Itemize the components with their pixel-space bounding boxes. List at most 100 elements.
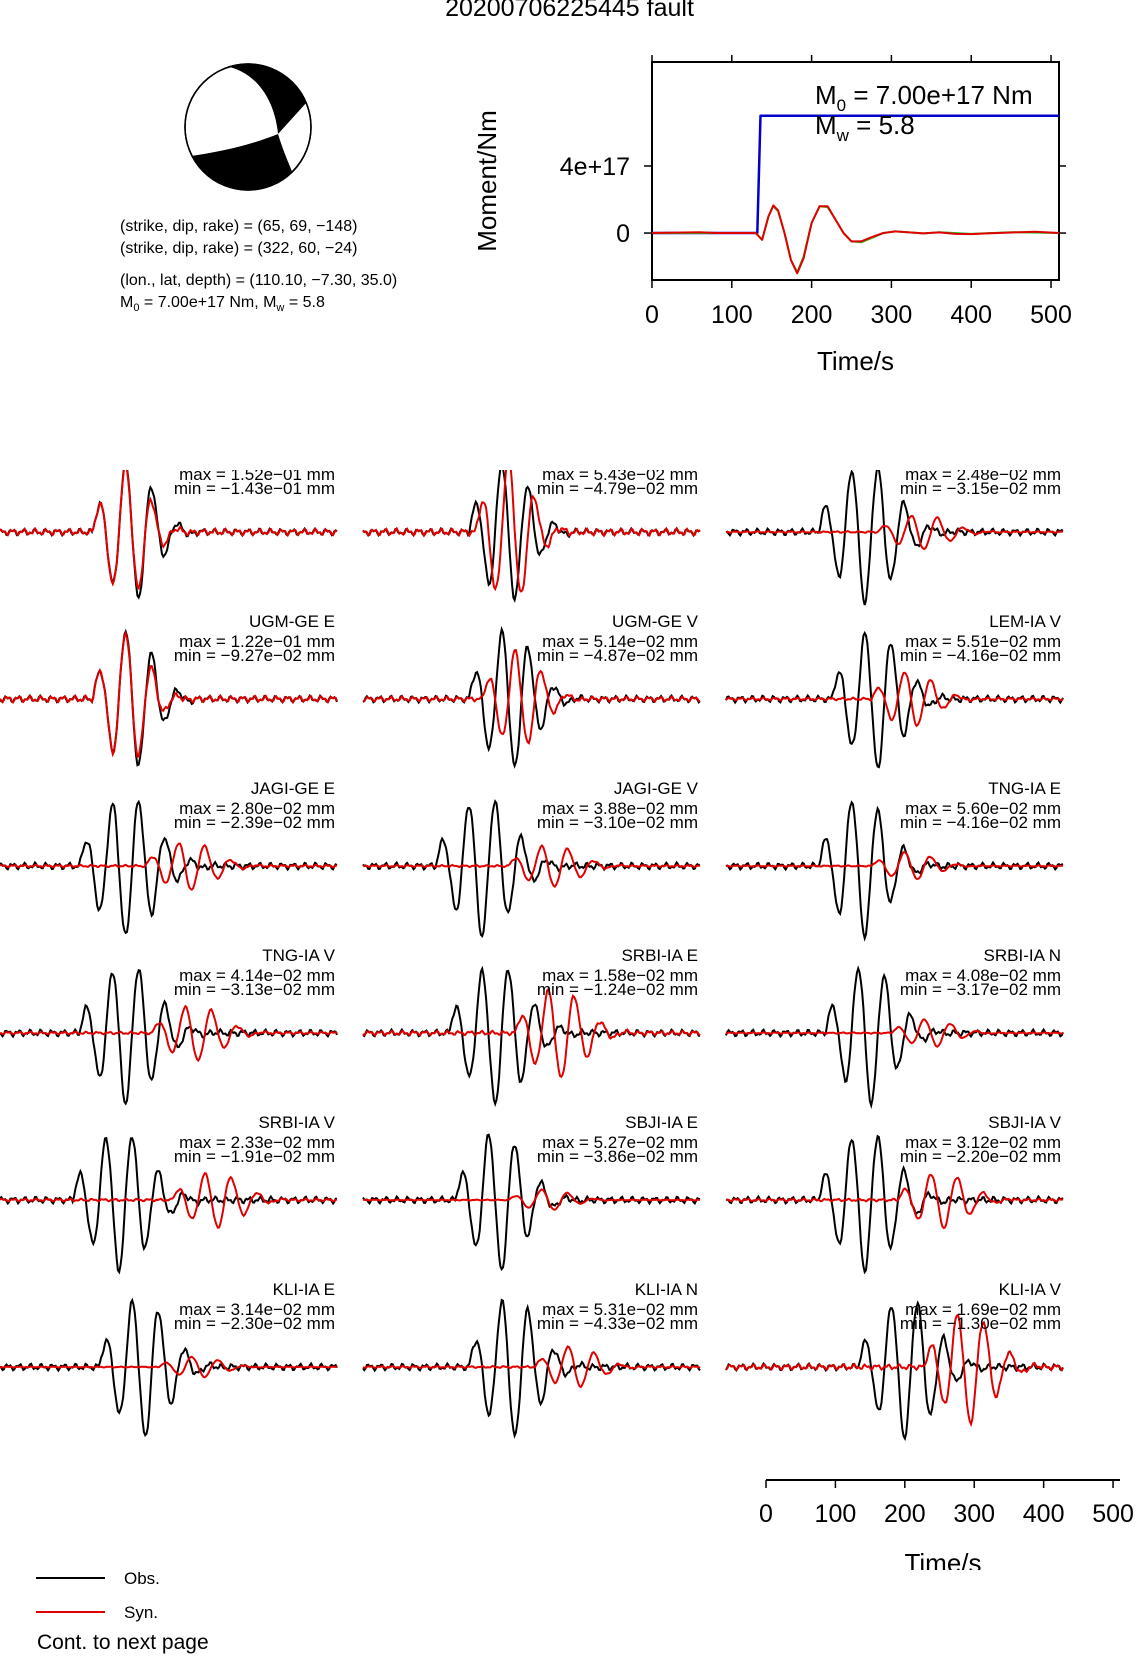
station-min-label: min = −1.24e−02 mm (537, 980, 698, 999)
trace-syn-lem-ia-v (725, 671, 1064, 728)
trace-syn-ugm-ge-v (362, 648, 701, 745)
station-max-label: max = 2.48e−02 mm (905, 470, 1061, 484)
station-min-label: min = −1.91e−02 mm (174, 1147, 335, 1166)
station-label: SRBI-IA E (621, 946, 698, 965)
station-label: LEM-IA V (989, 612, 1061, 631)
waveform-x-tick-label: 400 (1023, 1500, 1065, 1528)
beachball-compressional-upper (223, 64, 307, 134)
legend: Obs. Syn. (36, 1569, 160, 1622)
station-max-label: max = 5.27e−02 mm (542, 1133, 698, 1152)
station-label: UGM-GE E (249, 612, 335, 631)
station-max-label: max = 5.14e−02 mm (542, 632, 698, 651)
station-min-label: min = −3.86e−02 mm (537, 1147, 698, 1166)
waveform-x-tick-label: 0 (759, 1500, 773, 1528)
station-label: JAGI-GE E (251, 779, 335, 798)
moment-mw-annotation: Mw = 5.8 (815, 110, 915, 145)
station-max-label: max = 5.51e−02 mm (905, 632, 1061, 651)
trace-syn-sbji-ia-e (362, 1188, 701, 1211)
station-min-label: min = −3.15e−02 mm (900, 479, 1061, 498)
mechanism-line-4: M0 = 7.00e+17 Nm, Mw = 5.8 (120, 294, 325, 315)
station-min-label: min = −3.13e−02 mm (174, 980, 335, 999)
moment-plot-frame (651, 61, 1060, 281)
trace-syn-tng-ia-v (0, 1004, 338, 1063)
moment-x-tick-label: 300 (871, 301, 913, 329)
station-min-label: min = −3.10e−02 mm (537, 813, 698, 832)
trace-syn-smri-ge-v (362, 470, 701, 593)
mechanism-line-1: (strike, dip, rake) = (65, 69, −148) (120, 218, 358, 235)
trace-syn-bwji-ia-v (725, 514, 1064, 551)
moment-x-tick-label: 500 (1030, 301, 1072, 329)
station-max-label: max = 1.52e−01 mm (179, 470, 335, 484)
station-min-label: min = −4.16e−02 mm (900, 813, 1061, 832)
station-max-label: max = 5.43e−02 mm (542, 470, 698, 484)
waveform-x-tick-label: 200 (884, 1500, 926, 1528)
station-max-label: max = 2.33e−02 mm (179, 1133, 335, 1152)
moment-y-tick-label: 4e+17 (560, 153, 630, 181)
station-label: KLI-IA E (273, 1280, 335, 1299)
waveform-x-tick-label: 500 (1092, 1500, 1134, 1528)
station-min-label: min = −4.33e−02 mm (537, 1314, 698, 1333)
station-max-label: max = 3.12e−02 mm (905, 1133, 1061, 1152)
trace-syn-ugm-ge-e (0, 630, 338, 759)
beachball-compressional-lower (185, 134, 298, 190)
trace-syn-kli-ia-e (0, 1355, 338, 1379)
trace-syn-jagi-ge-v (362, 843, 700, 888)
page-title: 20200706225445 fault (445, 0, 694, 22)
station-max-label: max = 5.31e−02 mm (542, 1300, 698, 1319)
station-min-label: min = −3.17e−02 mm (900, 980, 1061, 999)
legend-syn-label: Syn. (124, 1603, 158, 1622)
waveform-x-tick-label: 100 (815, 1500, 857, 1528)
moment-plot: 0 100 200 300 400 500 0 4e+17 Time/s Moment/Nm M0 … (472, 55, 1072, 376)
station-label: UGM-GE V (612, 612, 699, 631)
station-min-label: min = −2.20e−02 mm (900, 1147, 1061, 1166)
station-max-label: max = 1.58e−02 mm (542, 966, 698, 985)
station-label: SRBI-IA V (258, 1113, 335, 1132)
moment-y-tick-label: 0 (616, 220, 630, 248)
beachball-diagram (184, 63, 312, 191)
station-max-label: max = 4.08e−02 mm (905, 966, 1061, 985)
moment-x-tick-label: 400 (950, 301, 992, 329)
trace-syn-kli-ia-v (725, 1313, 1064, 1428)
moment-y-axis-label: Moment/Nm (472, 110, 502, 252)
trace-syn-jagi-ge-e (0, 842, 337, 891)
station-min-label: min = −2.30e−02 mm (174, 1314, 335, 1333)
station-min-label: min = −4.79e−02 mm (537, 479, 698, 498)
moment-x-tick-label: 0 (645, 301, 659, 329)
station-min-label: min = −2.39e−02 mm (174, 813, 335, 832)
station-label: KLI-IA V (999, 1280, 1062, 1299)
mechanism-line-2: (strike, dip, rake) = (322, 60, −24) (120, 240, 358, 257)
trace-obs-jagi-ge-e (0, 799, 338, 935)
station-max-label: max = 1.69e−02 mm (905, 1300, 1061, 1319)
trace-syn-kli-ia-n (362, 1345, 701, 1389)
mechanism-line-3: (lon., lat, depth) = (110.10, −7.30, 35.… (120, 272, 398, 289)
station-label: SRBI-IA N (984, 946, 1061, 965)
trace-syn-srbi-ia-v (0, 1171, 338, 1229)
station-min-label: min = −1.43e−01 mm (174, 479, 335, 498)
legend-obs-label: Obs. (124, 1569, 160, 1588)
station-min-label: min = −4.16e−02 mm (900, 646, 1061, 665)
station-min-label: min = −4.87e−02 mm (537, 646, 698, 665)
waveform-x-tick-label: 300 (953, 1500, 995, 1528)
station-label: TNG-IA E (988, 779, 1061, 798)
moment-series-2 (651, 204, 1060, 275)
station-max-label: max = 5.60e−02 mm (905, 799, 1061, 818)
continued-note: Cont. to next page (37, 1631, 209, 1654)
station-label: JAGI-GE V (614, 779, 699, 798)
waveform-x-axis-label: Time/s (904, 1548, 981, 1570)
trace-obs-kli-ia-n (362, 1298, 701, 1439)
station-label: SBJI-IA E (625, 1113, 698, 1132)
trace-syn-srbi-ia-n (725, 1018, 1064, 1048)
trace-syn-smri-ge-e (0, 470, 338, 591)
station-label: SBJI-IA V (988, 1113, 1061, 1132)
moment-x-tick-label: 100 (711, 301, 753, 329)
station-min-label: min = −1.30e−02 mm (900, 1314, 1061, 1333)
station-max-label: max = 4.14e−02 mm (179, 966, 335, 985)
moment-series-1 (652, 205, 1060, 274)
station-label: TNG-IA V (262, 946, 335, 965)
station-max-label: max = 3.14e−02 mm (179, 1300, 335, 1319)
moment-x-axis-label: Time/s (817, 346, 894, 376)
station-max-label: max = 3.88e−02 mm (542, 799, 698, 818)
moment-m0-annotation: M0 = 7.00e+17 Nm (815, 80, 1033, 115)
station-max-label: max = 1.22e−01 mm (179, 632, 335, 651)
